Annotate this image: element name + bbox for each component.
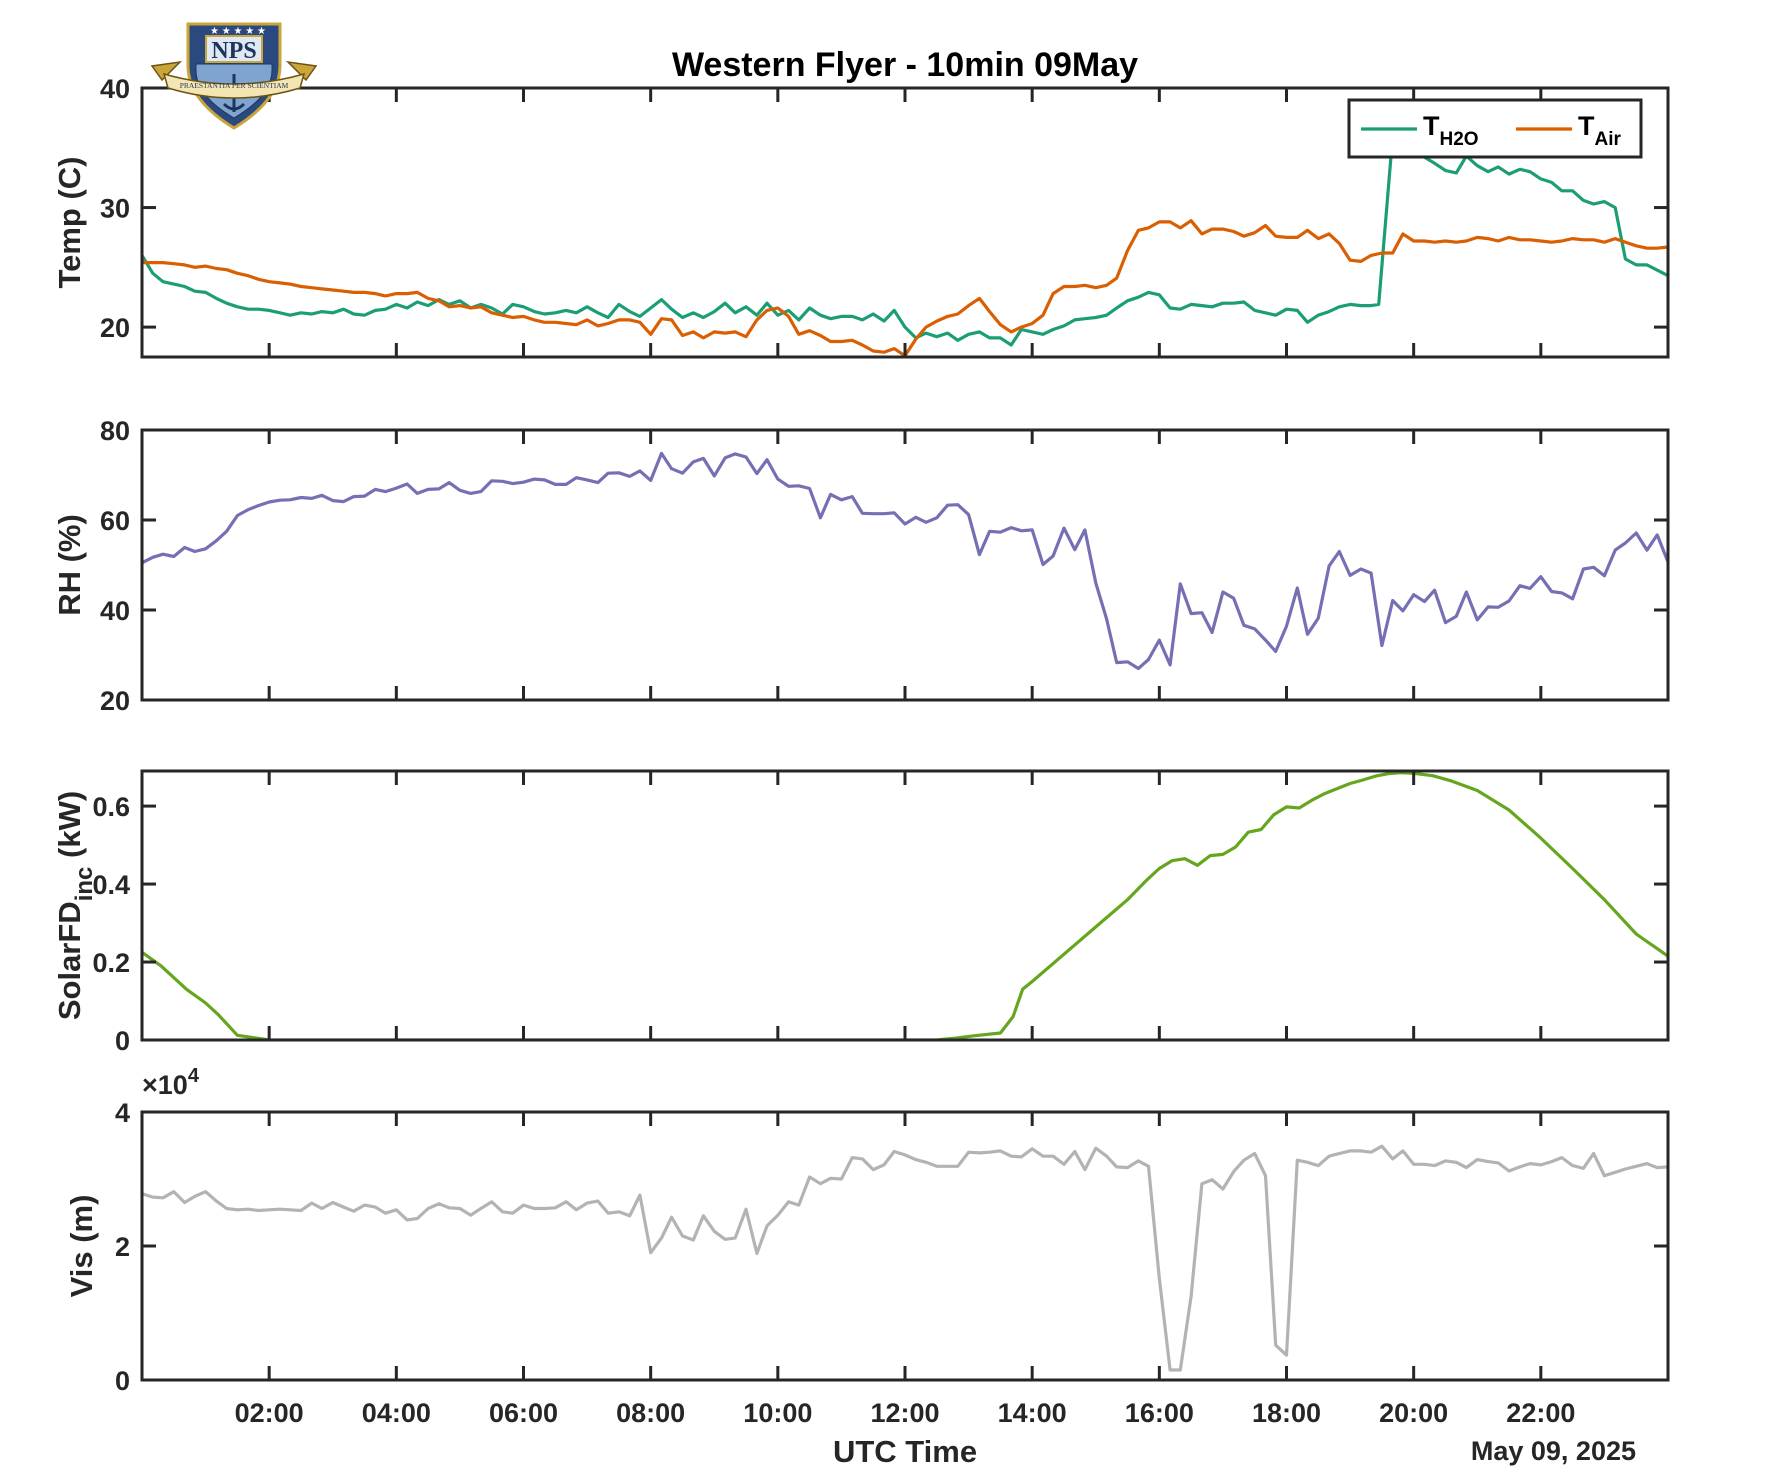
y-axis-label-main: SolarFD (52, 901, 87, 1020)
y-axis-label-subscript: inc (71, 867, 98, 902)
y-tick-label: 0.2 (92, 948, 130, 978)
y-tick-label: 2 (115, 1232, 130, 1262)
x-tick-label: 08:00 (616, 1398, 685, 1428)
y-tick-label: 4 (115, 1098, 130, 1128)
svg-text:PRAESTANTIA PER SCIENTIAM: PRAESTANTIA PER SCIENTIAM (180, 81, 289, 90)
y-axis-label: Temp (C) (52, 156, 87, 288)
legend-label: TAir (1578, 111, 1622, 150)
x-tick-label: 20:00 (1379, 1398, 1448, 1428)
x-axis-label: UTC Time (833, 1434, 977, 1469)
y-axis-label-unit: (kW) (52, 791, 87, 867)
axes-frame (140, 1110, 1670, 1382)
exponent-label: ×104 (142, 1065, 200, 1100)
series-line-4-1 (142, 1144, 1668, 1372)
x-tick-label: 12:00 (870, 1398, 939, 1428)
exponent-base: ×10 (142, 1070, 188, 1100)
y-tick-label: 40 (100, 74, 130, 104)
axes-frame (140, 428, 1670, 702)
x-tick-label: 02:00 (235, 1398, 304, 1428)
nps-logo: ★ ★ ★ ★ ★ NPS PRAESTANTIA PER SCIENTIAM (150, 18, 318, 130)
x-tick-label: 14:00 (998, 1398, 1067, 1428)
x-tick-label: 16:00 (1125, 1398, 1194, 1428)
y-tick-label: 20 (100, 686, 130, 716)
legend-label: TH2O (1423, 111, 1479, 150)
y-tick-label: 20 (100, 313, 130, 343)
y-tick-label: 0 (115, 1366, 130, 1396)
y-tick-label: 30 (100, 194, 130, 224)
y-tick-label: 0.4 (92, 870, 130, 900)
series-line-1-2 (142, 219, 1668, 357)
y-tick-label: 0 (115, 1026, 130, 1056)
y-axis-label: Vis (m) (64, 1195, 99, 1298)
exponent-power: 4 (188, 1065, 200, 1087)
chart-title: Western Flyer - 10min 09May (672, 46, 1138, 84)
y-axis-label: SolarFDinc (kW) (52, 791, 98, 1020)
y-tick-label: 40 (100, 596, 130, 626)
axes-frame (140, 769, 1670, 1042)
panel-2: 20 40 60 80 RH (%) (52, 416, 1670, 716)
y-axis-label: RH (%) (52, 514, 87, 616)
series-line-2-1 (142, 451, 1668, 671)
y-tick-label: 80 (100, 416, 130, 446)
x-tick-label: 06:00 (489, 1398, 558, 1428)
date-label: May 09, 2025 (1471, 1436, 1636, 1466)
x-tick-label: 04:00 (362, 1398, 431, 1428)
series-line-3-1 (142, 771, 1668, 1040)
svg-text:★ ★ ★ ★ ★: ★ ★ ★ ★ ★ (210, 26, 266, 37)
x-tick-label: 22:00 (1506, 1398, 1575, 1428)
x-tick-label: 10:00 (743, 1398, 812, 1428)
x-tick-label: 18:00 (1252, 1398, 1321, 1428)
panel-1: 20 30 40 Temp (C) TH2O TAir (52, 74, 1670, 359)
legend: TH2O TAir (1347, 98, 1643, 159)
y-tick-label: 60 (100, 506, 130, 536)
svg-text:NPS: NPS (211, 38, 256, 64)
y-tick-label: 0.6 (92, 792, 130, 822)
